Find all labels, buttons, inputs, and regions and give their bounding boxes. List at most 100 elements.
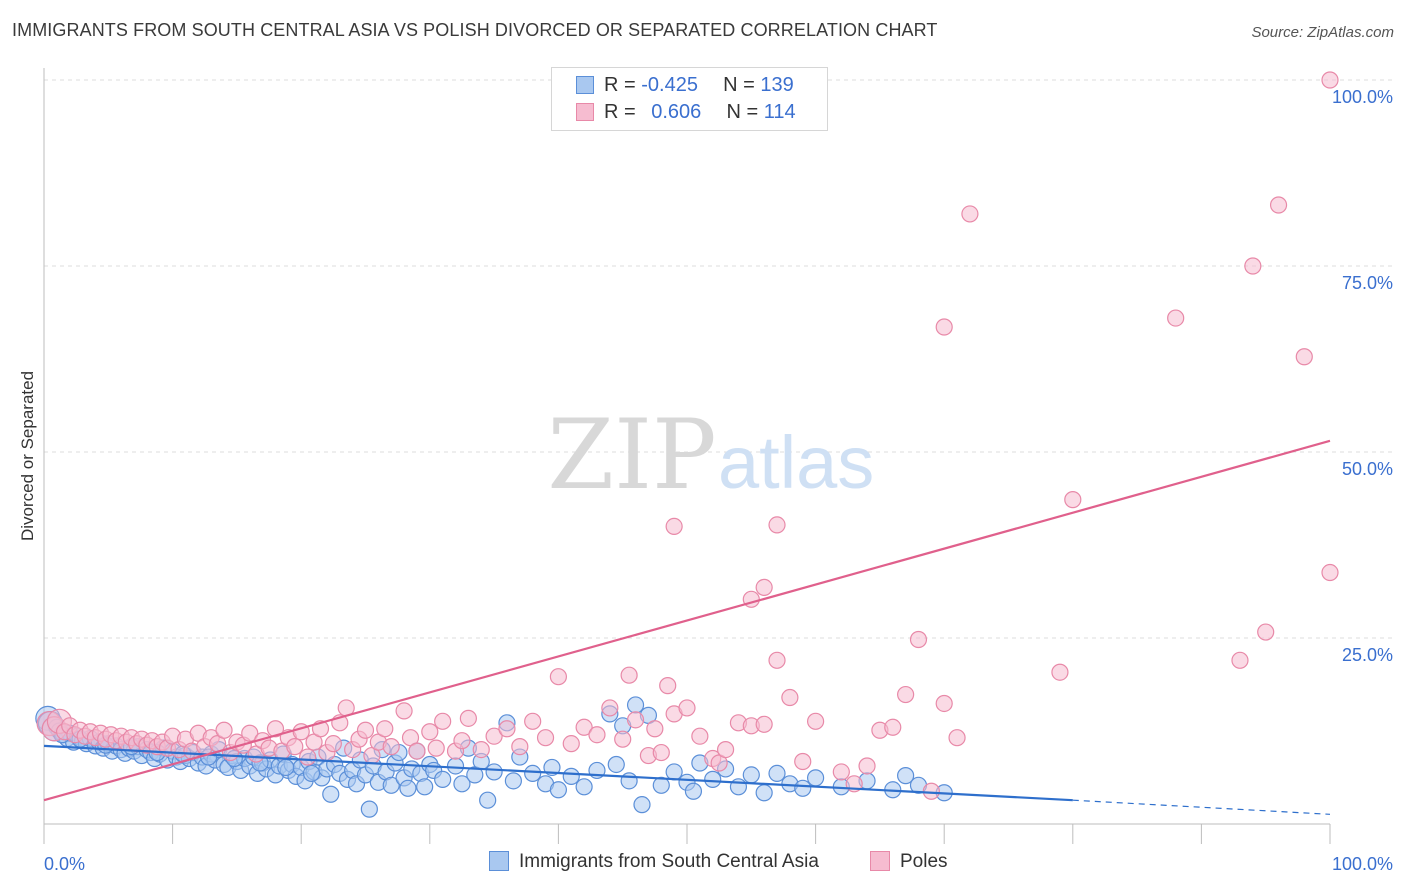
data-point-poles [241, 724, 259, 742]
stats-row-poles: R = 0.606 N = 114 [576, 101, 796, 127]
data-point-poles [324, 735, 342, 753]
data-point-poles [646, 720, 664, 738]
data-point-immigrants [434, 770, 452, 788]
n-label: N = [726, 101, 759, 123]
data-point-immigrants [322, 785, 340, 803]
legend-swatch-immigrants [489, 851, 509, 871]
data-point-poles [215, 721, 233, 739]
data-point-poles [922, 782, 940, 800]
data-point-immigrants [665, 763, 683, 781]
r-label: R = [604, 74, 636, 96]
n-label: N = [723, 74, 755, 96]
data-point-poles [659, 677, 677, 695]
data-point-poles [1269, 196, 1288, 214]
data-point-poles [524, 712, 542, 730]
data-point-poles [408, 742, 426, 760]
data-point-poles [665, 517, 683, 536]
stats-legend: R = -0.425 N = 139 R = 0.606 N = 114 [551, 67, 828, 131]
data-point-poles [434, 712, 452, 730]
data-point-poles [1231, 651, 1249, 669]
data-point-poles [755, 578, 773, 597]
trend-line-immigrants [43, 744, 1073, 802]
data-point-poles [575, 718, 593, 736]
data-point-immigrants [897, 767, 915, 785]
data-point-immigrants [742, 766, 760, 784]
data-point-immigrants [794, 779, 812, 797]
data-point-immigrants [607, 755, 625, 774]
data-point-immigrants [562, 767, 580, 785]
data-point-immigrants [360, 800, 378, 818]
data-point-immigrants [652, 776, 670, 794]
data-point-immigrants [755, 784, 773, 802]
data-point-poles [768, 651, 786, 669]
data-point-immigrants [446, 757, 465, 775]
data-point-poles [421, 723, 439, 741]
data-point-poles [614, 730, 632, 748]
data-point-poles [897, 685, 915, 704]
data-point-immigrants [382, 776, 400, 794]
data-point-poles [716, 740, 735, 759]
data-point-poles [395, 702, 413, 720]
tick-labels: 25.0% 50.0% 75.0% 100.0% 0.0% 100.0% [44, 87, 1393, 874]
data-point-poles [286, 738, 304, 756]
data-point-poles [266, 720, 285, 738]
data-point-poles [858, 757, 876, 775]
data-point-poles [678, 699, 696, 717]
data-point-poles [498, 720, 516, 738]
data-point-poles [601, 699, 619, 717]
y-tick-label: 50.0% [1342, 459, 1393, 479]
swatch-immigrants [576, 76, 594, 94]
data-point-poles [948, 729, 966, 747]
data-point-poles [382, 738, 400, 756]
data-point-poles [453, 732, 471, 750]
series-poles-points [36, 71, 1339, 800]
data-point-poles [511, 738, 529, 756]
data-point-immigrants [575, 778, 593, 796]
data-point-poles [768, 516, 786, 534]
data-point-poles [1257, 623, 1275, 641]
data-point-poles [1321, 71, 1339, 89]
n-value-poles: 114 [763, 101, 796, 123]
data-point-immigrants [626, 696, 645, 714]
y-tick-label: 100.0% [1332, 87, 1393, 107]
swatch-poles [576, 103, 594, 121]
data-point-poles [781, 688, 799, 707]
data-point-poles [472, 740, 490, 759]
data-point-poles [626, 711, 645, 729]
data-point-poles [794, 752, 812, 771]
data-point-immigrants [633, 796, 651, 814]
data-point-poles [1064, 491, 1082, 509]
data-point-poles [459, 709, 477, 727]
r-label: R = [604, 101, 636, 123]
legend-item-poles: Poles [870, 851, 948, 873]
data-point-immigrants [806, 769, 825, 787]
axes [43, 68, 1331, 844]
data-point-poles [652, 743, 670, 762]
data-point-poles [356, 721, 375, 739]
legend-item-immigrants: Immigrants from South Central Asia [489, 851, 819, 873]
data-point-poles [755, 715, 773, 733]
data-point-poles [1244, 257, 1262, 275]
watermark-atlas: atlas [718, 421, 874, 504]
data-point-poles [620, 666, 638, 684]
data-point-immigrants [504, 772, 522, 790]
data-point-poles [562, 735, 580, 753]
data-point-immigrants [302, 764, 321, 783]
legend-label-poles: Poles [900, 851, 948, 872]
data-point-immigrants [620, 772, 638, 790]
watermark-zip: ZIP [547, 399, 716, 511]
data-point-poles [1051, 663, 1069, 681]
data-point-poles [299, 748, 317, 766]
r-value-poles: 0.606 [651, 101, 702, 123]
data-point-immigrants [549, 781, 568, 799]
stats-row-immigrants: R = -0.425 N = 139 [576, 74, 794, 100]
data-point-poles [536, 729, 555, 747]
data-point-poles [935, 318, 953, 336]
trend-lines [43, 439, 1331, 815]
legend-label-immigrants: Immigrants from South Central Asia [519, 851, 819, 872]
data-point-poles [961, 205, 979, 223]
data-point-immigrants [479, 791, 497, 809]
data-point-poles [832, 763, 850, 781]
data-point-immigrants [399, 779, 417, 797]
legend-swatch-poles [870, 851, 890, 871]
